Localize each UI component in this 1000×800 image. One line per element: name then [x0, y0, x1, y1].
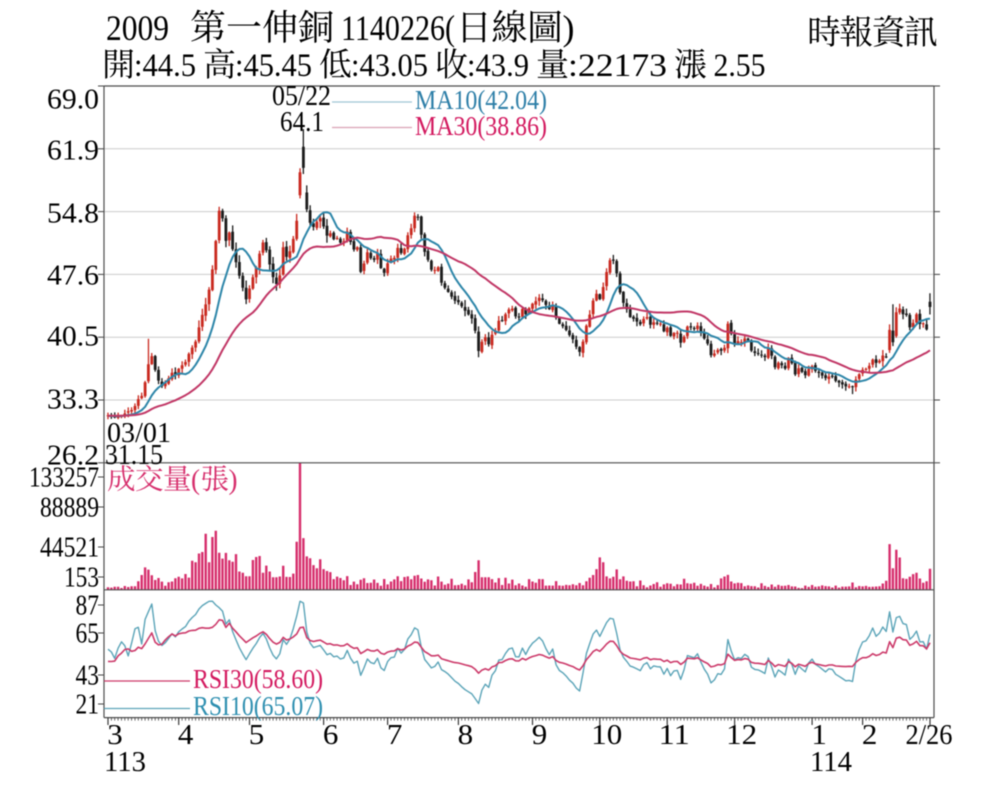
svg-text:12: 12	[726, 719, 757, 751]
svg-text:88889: 88889	[40, 492, 99, 524]
svg-text:9: 9	[532, 719, 548, 751]
svg-text:44521: 44521	[40, 532, 99, 564]
svg-text::45.45: :45.45	[235, 48, 312, 84]
svg-text:64.1: 64.1	[280, 106, 324, 138]
svg-text:40.5: 40.5	[47, 321, 99, 353]
svg-text:): )	[229, 464, 238, 496]
svg-text:): )	[563, 8, 575, 48]
svg-text:3: 3	[107, 719, 123, 751]
svg-text::44.5: :44.5	[134, 48, 196, 84]
svg-text:113: 113	[104, 746, 146, 778]
svg-text:7: 7	[387, 719, 403, 751]
svg-text:31.15: 31.15	[105, 439, 163, 471]
svg-text:114: 114	[810, 746, 852, 778]
svg-text:33.3: 33.3	[47, 384, 99, 416]
svg-text:MA30(38.86): MA30(38.86)	[415, 111, 547, 141]
svg-text:(: (	[191, 464, 200, 496]
svg-text:1: 1	[811, 719, 827, 751]
svg-text:2/26: 2/26	[906, 719, 953, 751]
svg-text::43.9: :43.9	[467, 48, 529, 84]
svg-text:153: 153	[64, 562, 99, 594]
svg-text:69.0: 69.0	[47, 84, 99, 116]
svg-text:43: 43	[76, 660, 100, 692]
svg-text:2: 2	[862, 719, 878, 751]
svg-text::43.05: :43.05	[351, 48, 428, 84]
svg-text:2009: 2009	[106, 8, 169, 48]
svg-text:65: 65	[76, 618, 100, 650]
svg-text:2.55: 2.55	[706, 48, 766, 84]
svg-text:8: 8	[458, 719, 474, 751]
svg-text:11: 11	[659, 719, 690, 751]
svg-text:61.9: 61.9	[47, 135, 99, 167]
svg-text:21: 21	[76, 689, 100, 721]
svg-text:03/01: 03/01	[107, 417, 171, 449]
svg-text:87: 87	[76, 590, 100, 622]
svg-text:4: 4	[178, 719, 194, 751]
svg-text::22173: :22173	[568, 48, 667, 84]
svg-text:05/22: 05/22	[272, 80, 331, 112]
svg-text:6: 6	[323, 719, 339, 751]
svg-text:54.8: 54.8	[47, 198, 99, 230]
svg-text:47.6: 47.6	[47, 260, 99, 292]
svg-text:10: 10	[591, 719, 622, 751]
svg-text:RSI30(58.60): RSI30(58.60)	[193, 664, 323, 694]
svg-text:RSI10(65.07): RSI10(65.07)	[193, 691, 323, 721]
svg-text:133257: 133257	[29, 462, 99, 494]
svg-text:MA10(42.04): MA10(42.04)	[415, 85, 547, 115]
svg-text:26.2: 26.2	[47, 440, 99, 472]
svg-text:1140226(: 1140226(	[341, 8, 455, 48]
svg-text:5: 5	[249, 719, 265, 751]
